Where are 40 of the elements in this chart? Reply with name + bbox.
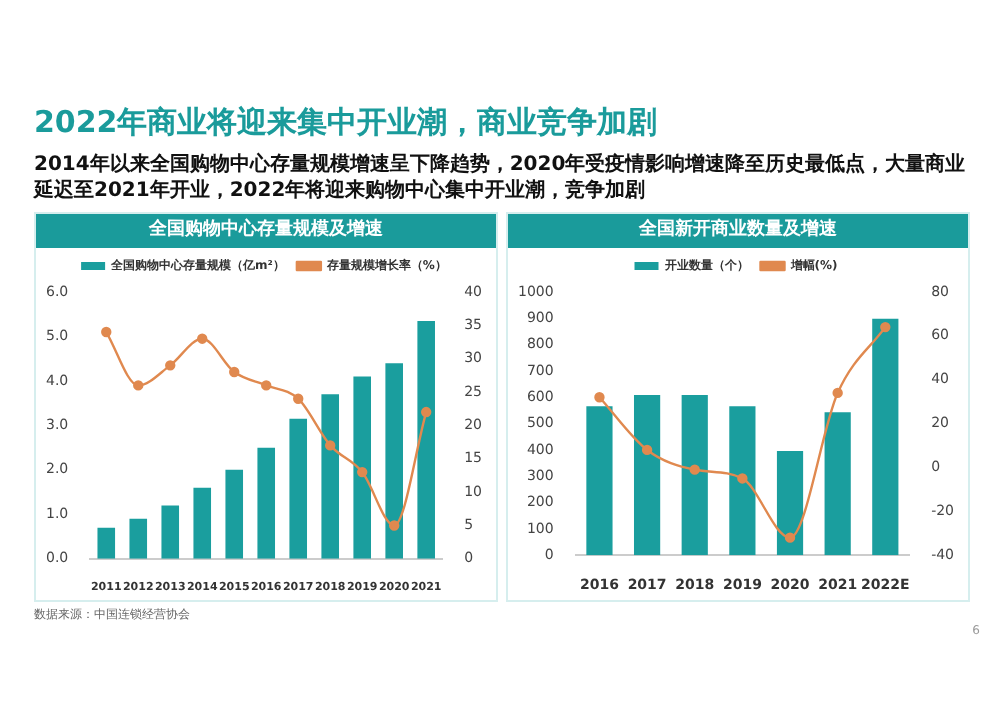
bar bbox=[193, 487, 212, 559]
point bbox=[389, 520, 400, 531]
point bbox=[737, 473, 748, 484]
point bbox=[784, 532, 796, 543]
point bbox=[594, 392, 605, 403]
point bbox=[357, 466, 368, 478]
chart-title: 全国购物中心存量规模及增速 bbox=[36, 214, 496, 248]
point bbox=[229, 366, 240, 378]
point bbox=[420, 406, 432, 418]
point bbox=[641, 444, 653, 456]
point bbox=[880, 321, 891, 333]
bar bbox=[321, 394, 340, 559]
bar bbox=[824, 412, 851, 556]
point bbox=[261, 380, 272, 391]
bar bbox=[289, 418, 308, 559]
point bbox=[101, 326, 112, 338]
chart-title: 全国新开商业数量及增速 bbox=[508, 214, 968, 248]
text: 2022年商业将迎来集中开业潮，商业竞争加剧 bbox=[34, 104, 658, 142]
text: 2014年以来全国购物中心存量规模增速呈下降趋势，2020年受疫情影响增速降至历史最低点，大量商业延迟至2021年开业，2022年将迎来购物中心集中开业潮，竞争加剧 bbox=[34, 152, 968, 204]
bar bbox=[586, 406, 613, 556]
bar bbox=[872, 318, 899, 556]
bar bbox=[385, 363, 403, 559]
bar bbox=[633, 394, 661, 556]
point bbox=[293, 393, 304, 404]
bar bbox=[161, 505, 180, 559]
point bbox=[197, 333, 208, 344]
bar bbox=[681, 394, 708, 556]
point bbox=[325, 440, 336, 451]
bar bbox=[225, 469, 244, 559]
bar bbox=[417, 320, 435, 559]
bar bbox=[129, 518, 148, 559]
bar bbox=[353, 376, 371, 559]
bar bbox=[97, 527, 116, 559]
bar bbox=[729, 406, 756, 556]
bar bbox=[776, 450, 804, 556]
point bbox=[133, 380, 144, 391]
point bbox=[689, 464, 700, 475]
point bbox=[832, 387, 843, 399]
bar bbox=[257, 447, 276, 559]
point bbox=[165, 360, 176, 371]
